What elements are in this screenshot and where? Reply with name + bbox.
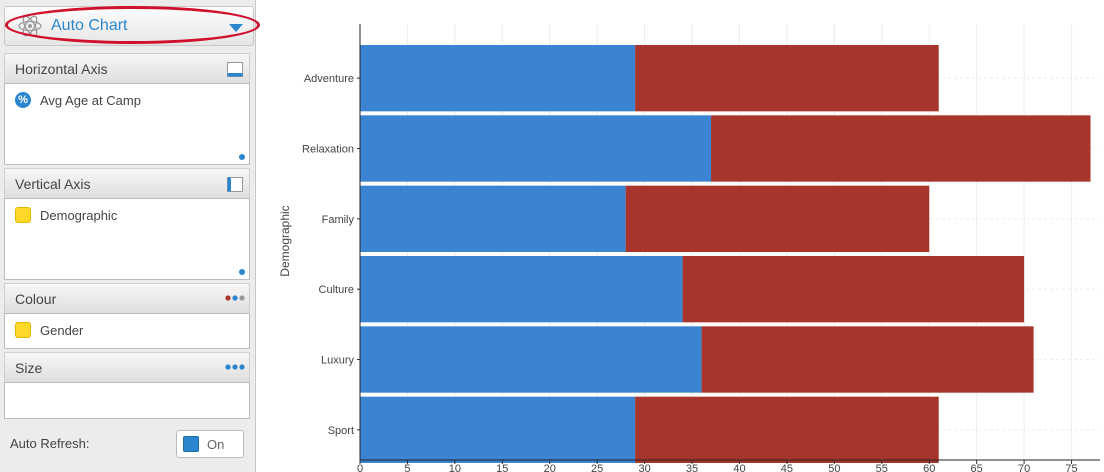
horizontal-axis-icon[interactable] [227, 62, 243, 77]
vertical-axis-field-name: Demographic [40, 208, 118, 223]
colour-field-name: Gender [40, 323, 84, 338]
resize-handle[interactable] [239, 269, 245, 275]
bar-sport-series-1 [360, 396, 636, 463]
x-tick-label: 65 [971, 463, 983, 472]
vertical-axis-header: Vertical Axis [4, 168, 250, 198]
auto-refresh-label: Auto Refresh: [10, 436, 90, 451]
bar-luxury-series-1 [360, 326, 702, 393]
y-tick-label: Relaxation [302, 144, 354, 156]
horizontal-axis-dropzone[interactable]: % Avg Age at Camp [4, 83, 250, 165]
dimension-icon [15, 207, 31, 223]
dimension-icon [15, 322, 31, 338]
x-tick-label: 40 [733, 463, 745, 472]
horizontal-axis-header: Horizontal Axis [4, 53, 250, 83]
x-tick-label: 75 [1065, 463, 1077, 472]
auto-refresh-toggle[interactable]: On [176, 430, 244, 458]
colour-dropzone[interactable]: Gender [4, 313, 250, 349]
y-axis-title: Demographic [278, 205, 292, 276]
horizontal-axis-title: Horizontal Axis [15, 61, 108, 77]
bar-luxury-series-2 [701, 326, 1034, 393]
x-tick-label: 60 [923, 463, 935, 472]
horizontal-axis-field-name: Avg Age at Camp [40, 93, 141, 108]
bar-family-series-2 [625, 185, 930, 252]
bar-chart: Adventure Relaxation Family Culture Luxury Sp… [278, 24, 1100, 472]
x-tick-label: 70 [1018, 463, 1030, 472]
auto-refresh-state: On [207, 437, 225, 452]
resize-handle[interactable] [239, 154, 245, 160]
x-tick-label: 20 [544, 463, 556, 472]
vertical-axis-title: Vertical Axis [15, 176, 91, 192]
x-tick-label: 30 [638, 463, 650, 472]
bar-adventure-series-2 [635, 45, 939, 112]
x-tick-label: 10 [449, 463, 461, 472]
x-tick-label: 50 [828, 463, 840, 472]
x-tick-label: 0 [357, 463, 363, 472]
bar-culture-series-2 [682, 256, 1025, 323]
size-dropzone[interactable] [4, 382, 250, 419]
colour-header: Colour [4, 283, 250, 313]
x-tick-label: 55 [876, 463, 888, 472]
size-dots-icon[interactable] [225, 364, 245, 370]
size-title: Size [15, 360, 43, 376]
chart-type-label: Auto Chart [51, 17, 128, 34]
highlight-ring [5, 6, 260, 44]
y-tick-label: Family [322, 214, 355, 226]
bar-culture-series-1 [360, 256, 683, 323]
percent-icon: % [15, 92, 31, 108]
y-tick-label: Sport [328, 425, 354, 437]
y-tick-label: Culture [319, 284, 354, 296]
vertical-axis-dropzone[interactable]: Demographic [4, 198, 250, 280]
vertical-axis-icon[interactable] [227, 177, 243, 192]
x-tick-label: 5 [404, 463, 410, 472]
bar-family-series-1 [360, 185, 626, 252]
chart-config-panel: Auto Chart Horizontal Axis % Avg Age at … [0, 0, 260, 472]
bar-adventure-series-1 [360, 45, 636, 112]
size-header: Size [4, 352, 250, 382]
x-tick-label: 45 [781, 463, 793, 472]
x-tick-label: 15 [496, 463, 508, 472]
bar-relaxation-series-1 [360, 115, 712, 182]
colour-dots-icon[interactable] [225, 295, 245, 301]
colour-title: Colour [15, 291, 57, 307]
toggle-knob [183, 436, 199, 452]
chart-area: Adventure Relaxation Family Culture Luxury Sp… [257, 0, 1104, 472]
y-tick-label: Luxury [321, 355, 355, 367]
chevron-down-icon[interactable] [229, 24, 243, 32]
y-tick-label: Adventure [304, 73, 354, 85]
x-tick-label: 35 [686, 463, 698, 472]
atom-icon [18, 15, 42, 37]
bar-sport-series-2 [635, 396, 939, 463]
chart-type-dropdown[interactable]: Auto Chart [4, 6, 260, 46]
x-tick-label: 25 [591, 463, 603, 472]
bar-relaxation-series-2 [711, 115, 1091, 182]
